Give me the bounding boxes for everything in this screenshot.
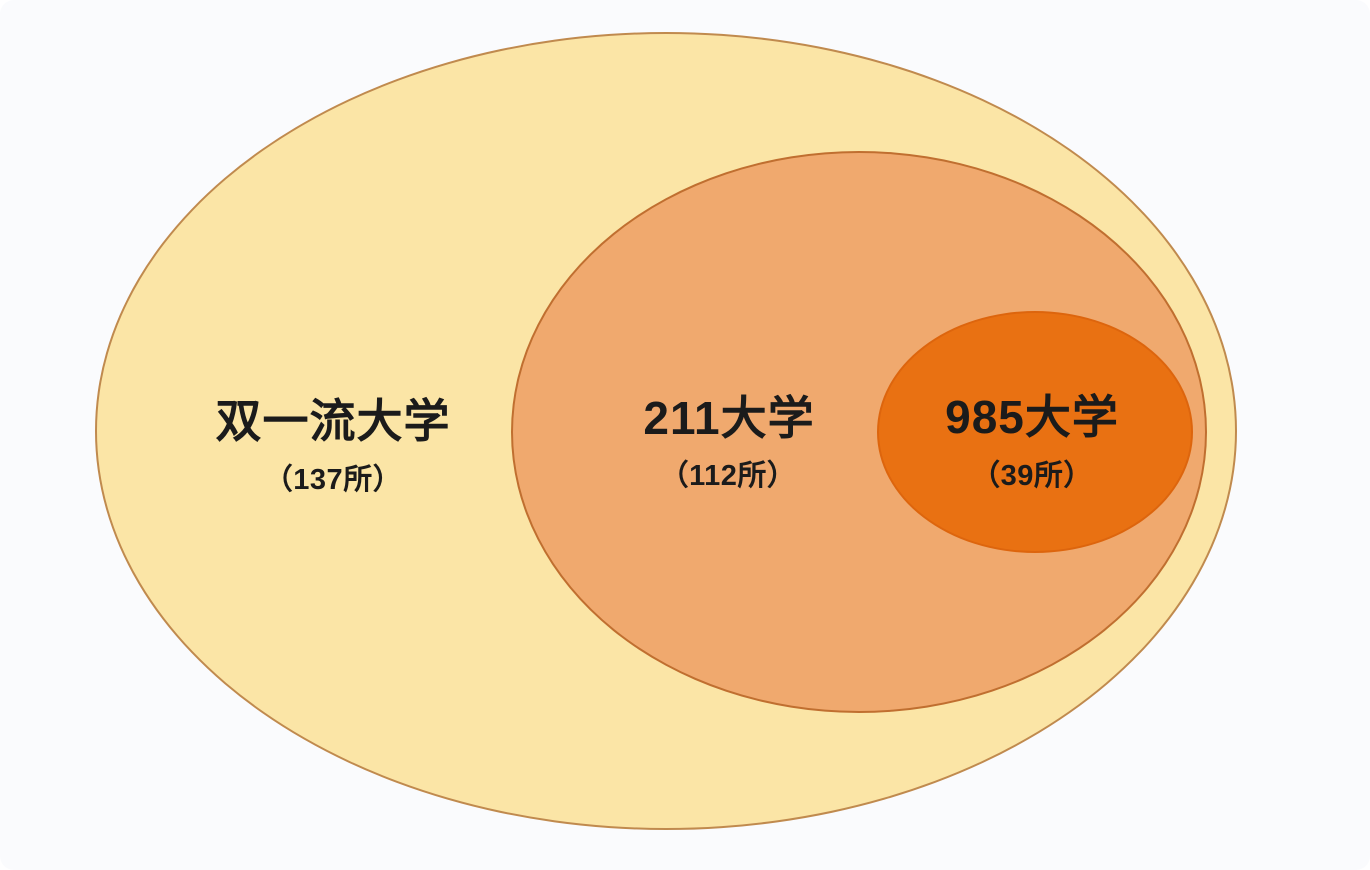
count-double-first-class: （137所） [263,464,403,496]
label-211: 211大学 [643,392,815,444]
count-211: （112所） [659,460,797,492]
ellipse-985 [877,311,1193,553]
count-985: （39所） [971,460,1093,492]
label-985: 985大学 [945,391,1119,443]
label-double-first-class: 双一流大学 [215,395,451,447]
